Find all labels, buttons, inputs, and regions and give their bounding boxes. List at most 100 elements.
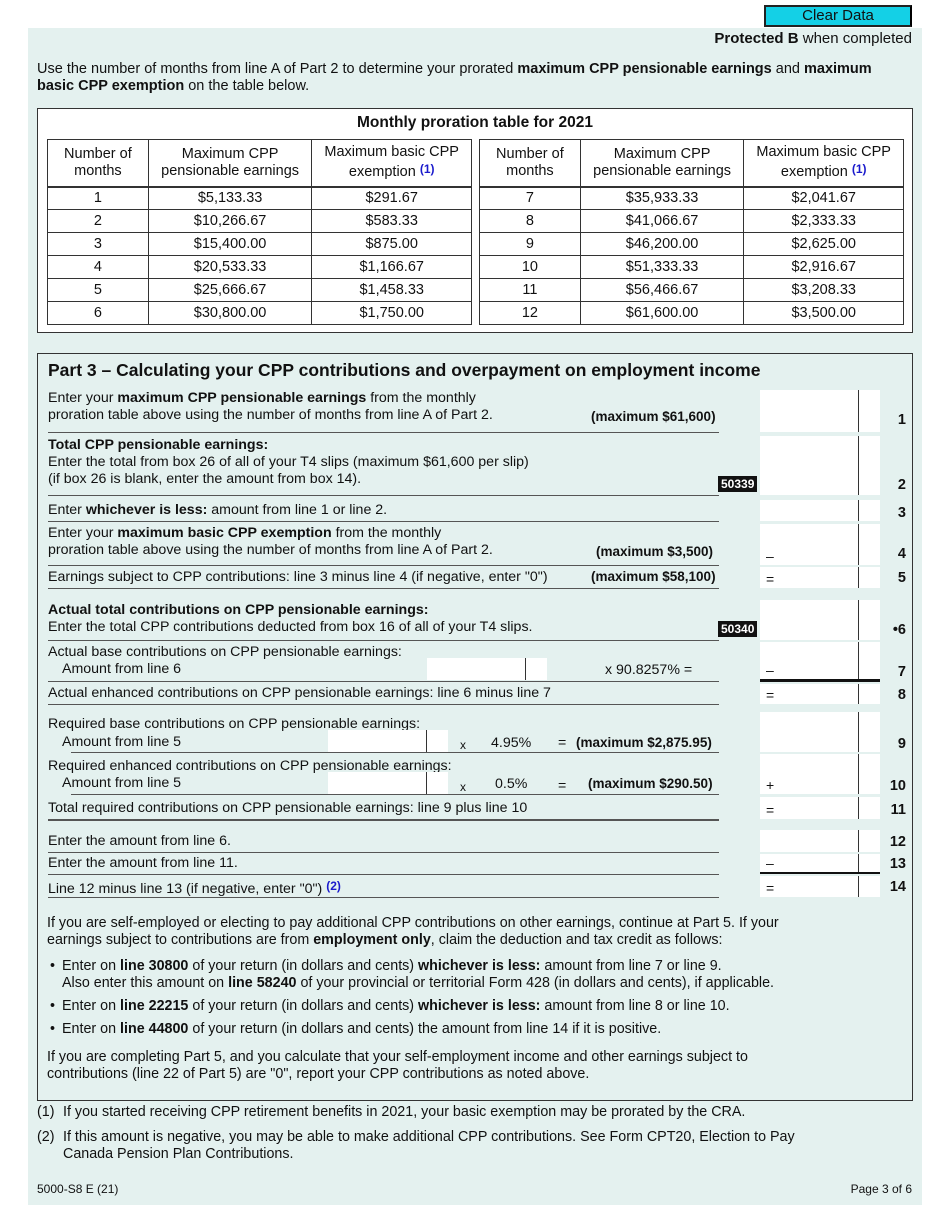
cents-field[interactable] — [858, 712, 880, 752]
line10-subtext: Amount from line 5 — [62, 775, 182, 791]
protected-notice: Protected B when completed — [714, 30, 912, 47]
line4-max: (maximum $3,500) — [596, 544, 714, 559]
line-number: 8 — [897, 687, 906, 703]
cell-max-exemption: $2,333.33 — [743, 209, 904, 233]
table-row: 9 $46,200.00 $2,625.00 — [479, 232, 904, 256]
cents-field[interactable] — [858, 642, 880, 679]
line3-text: Enter whichever is less: amount from lin… — [48, 502, 388, 518]
cents-field[interactable] — [858, 436, 880, 495]
table-row: 2 $10,266.67 $583.33 — [47, 209, 472, 233]
line13-amount-field[interactable]: – — [760, 854, 880, 874]
form-id: 5000-S8 E (21) — [37, 1182, 119, 1196]
cents-field[interactable] — [858, 567, 880, 588]
cents-field[interactable] — [426, 772, 448, 794]
line7-amount-field[interactable]: – — [760, 642, 880, 682]
part3-section: Part 3 – Calculating your CPP contributi… — [37, 353, 913, 1101]
line5-amount-field[interactable]: = — [760, 567, 880, 588]
line14-amount-field[interactable]: = — [760, 876, 880, 897]
line-number: 2 — [897, 477, 906, 493]
line-number: 5 — [897, 570, 906, 586]
line13-text: Enter the amount from line 11. — [48, 855, 238, 871]
cell-max-earnings: $35,933.33 — [579, 186, 745, 210]
cell-max-exemption: $3,208.33 — [743, 278, 904, 302]
line2-text: Total CPP pensionable earnings: Enter the… — [48, 437, 529, 487]
cents-field[interactable] — [858, 684, 880, 704]
cell-max-earnings: $5,133.33 — [147, 186, 313, 210]
line14-text: Line 12 minus line 13 (if negative, ente… — [48, 879, 341, 897]
cell-max-exemption: $2,041.67 — [743, 186, 904, 210]
line-code-50340: 50340 — [718, 621, 758, 637]
footnote-ref[interactable]: (1) — [419, 162, 435, 177]
cell-max-earnings: $20,533.33 — [147, 255, 313, 279]
line-number: 10 — [889, 778, 906, 794]
cell-months: 4 — [47, 255, 149, 279]
line11-amount-field[interactable]: = — [760, 797, 880, 819]
line6-amount-field[interactable] — [760, 600, 880, 640]
page-number: Page 3 of 6 — [850, 1182, 912, 1196]
footnote-ref[interactable]: (2) — [326, 879, 341, 893]
header-max-exemption: Maximum basic CPP exemption (1) — [311, 139, 472, 188]
cell-max-earnings: $46,200.00 — [579, 232, 745, 256]
line9-input-field[interactable] — [328, 730, 448, 752]
instruction-bullet: Enter on line 30800 of your return (in d… — [47, 958, 907, 992]
footnote-2: (2) If this amount is negative, you may b… — [37, 1129, 795, 1162]
line8-amount-field[interactable]: = — [760, 684, 880, 704]
line9-amount-field[interactable] — [760, 712, 880, 752]
line1-max: (maximum $61,600) — [591, 409, 716, 424]
cents-field[interactable] — [858, 390, 880, 432]
cell-max-earnings: $41,066.67 — [579, 209, 745, 233]
line4-amount-field[interactable]: – — [760, 524, 880, 565]
cents-field[interactable] — [858, 500, 880, 521]
cell-months: 6 — [47, 301, 149, 325]
cents-field[interactable] — [858, 524, 880, 565]
cell-max-exemption: $2,916.67 — [743, 255, 904, 279]
line-number: 3 — [897, 505, 906, 521]
cell-max-exemption: $2,625.00 — [743, 232, 904, 256]
table-row: 7 $35,933.33 $2,041.67 — [479, 186, 904, 210]
cell-months: 7 — [479, 186, 581, 210]
cents-field[interactable] — [858, 854, 880, 872]
cents-field[interactable] — [858, 830, 880, 852]
cents-field[interactable] — [426, 730, 448, 752]
line10-amount-field[interactable]: + — [760, 754, 880, 794]
line10-text: Required enhanced contributions on CPP p… — [48, 758, 452, 774]
cell-max-exemption: $875.00 — [311, 232, 472, 256]
proration-table-left: Number of months Maximum CPP pensionable… — [47, 139, 472, 325]
cell-months: 11 — [479, 278, 581, 302]
line2-amount-field[interactable] — [760, 436, 880, 495]
table-row: 4 $20,533.33 $1,166.67 — [47, 255, 472, 279]
line-number: 1 — [897, 412, 906, 428]
part5-paragraph: If you are completing Part 5, and you ca… — [47, 1049, 748, 1082]
footnote-ref[interactable]: (1) — [851, 162, 867, 177]
cell-months: 3 — [47, 232, 149, 256]
header-max-earnings: Maximum CPP pensionable earnings — [147, 139, 313, 188]
cell-max-exemption: $1,166.67 — [311, 255, 472, 279]
cell-max-exemption: $3,500.00 — [743, 301, 904, 325]
instruction-bullet: Enter on line 44800 of your return (in d… — [47, 1021, 907, 1038]
proration-table-box: Monthly proration table for 2021 Number … — [37, 108, 913, 333]
equals-sign: = — [558, 735, 567, 751]
cents-field[interactable] — [858, 754, 880, 794]
table-row: 3 $15,400.00 $875.00 — [47, 232, 472, 256]
cents-field[interactable] — [858, 876, 880, 897]
cents-field[interactable] — [858, 797, 880, 819]
line-number: •6 — [892, 622, 906, 638]
line1-amount-field[interactable] — [760, 390, 880, 432]
line3-amount-field[interactable] — [760, 500, 880, 521]
table-row: 1 $5,133.33 $291.67 — [47, 186, 472, 210]
line-number: 13 — [889, 856, 906, 872]
line7-input-field[interactable] — [427, 658, 547, 680]
instructions-paragraph: If you are self-employed or electing to … — [47, 915, 779, 948]
cents-field[interactable] — [525, 658, 547, 680]
cell-months: 10 — [479, 255, 581, 279]
instruction-bullet: Enter on line 22215 of your return (in d… — [47, 998, 907, 1015]
cents-field[interactable] — [858, 600, 880, 640]
cell-months: 9 — [479, 232, 581, 256]
clear-data-button[interactable]: Clear Data — [764, 5, 912, 27]
line-code-50339: 50339 — [718, 476, 758, 492]
table-row: 10 $51,333.33 $2,916.67 — [479, 255, 904, 279]
intro-text: Use the number of months from line A of … — [37, 61, 872, 94]
line10-input-field[interactable] — [328, 772, 448, 794]
line12-amount-field[interactable] — [760, 830, 880, 852]
line7-subtext: Amount from line 6 — [62, 661, 182, 677]
